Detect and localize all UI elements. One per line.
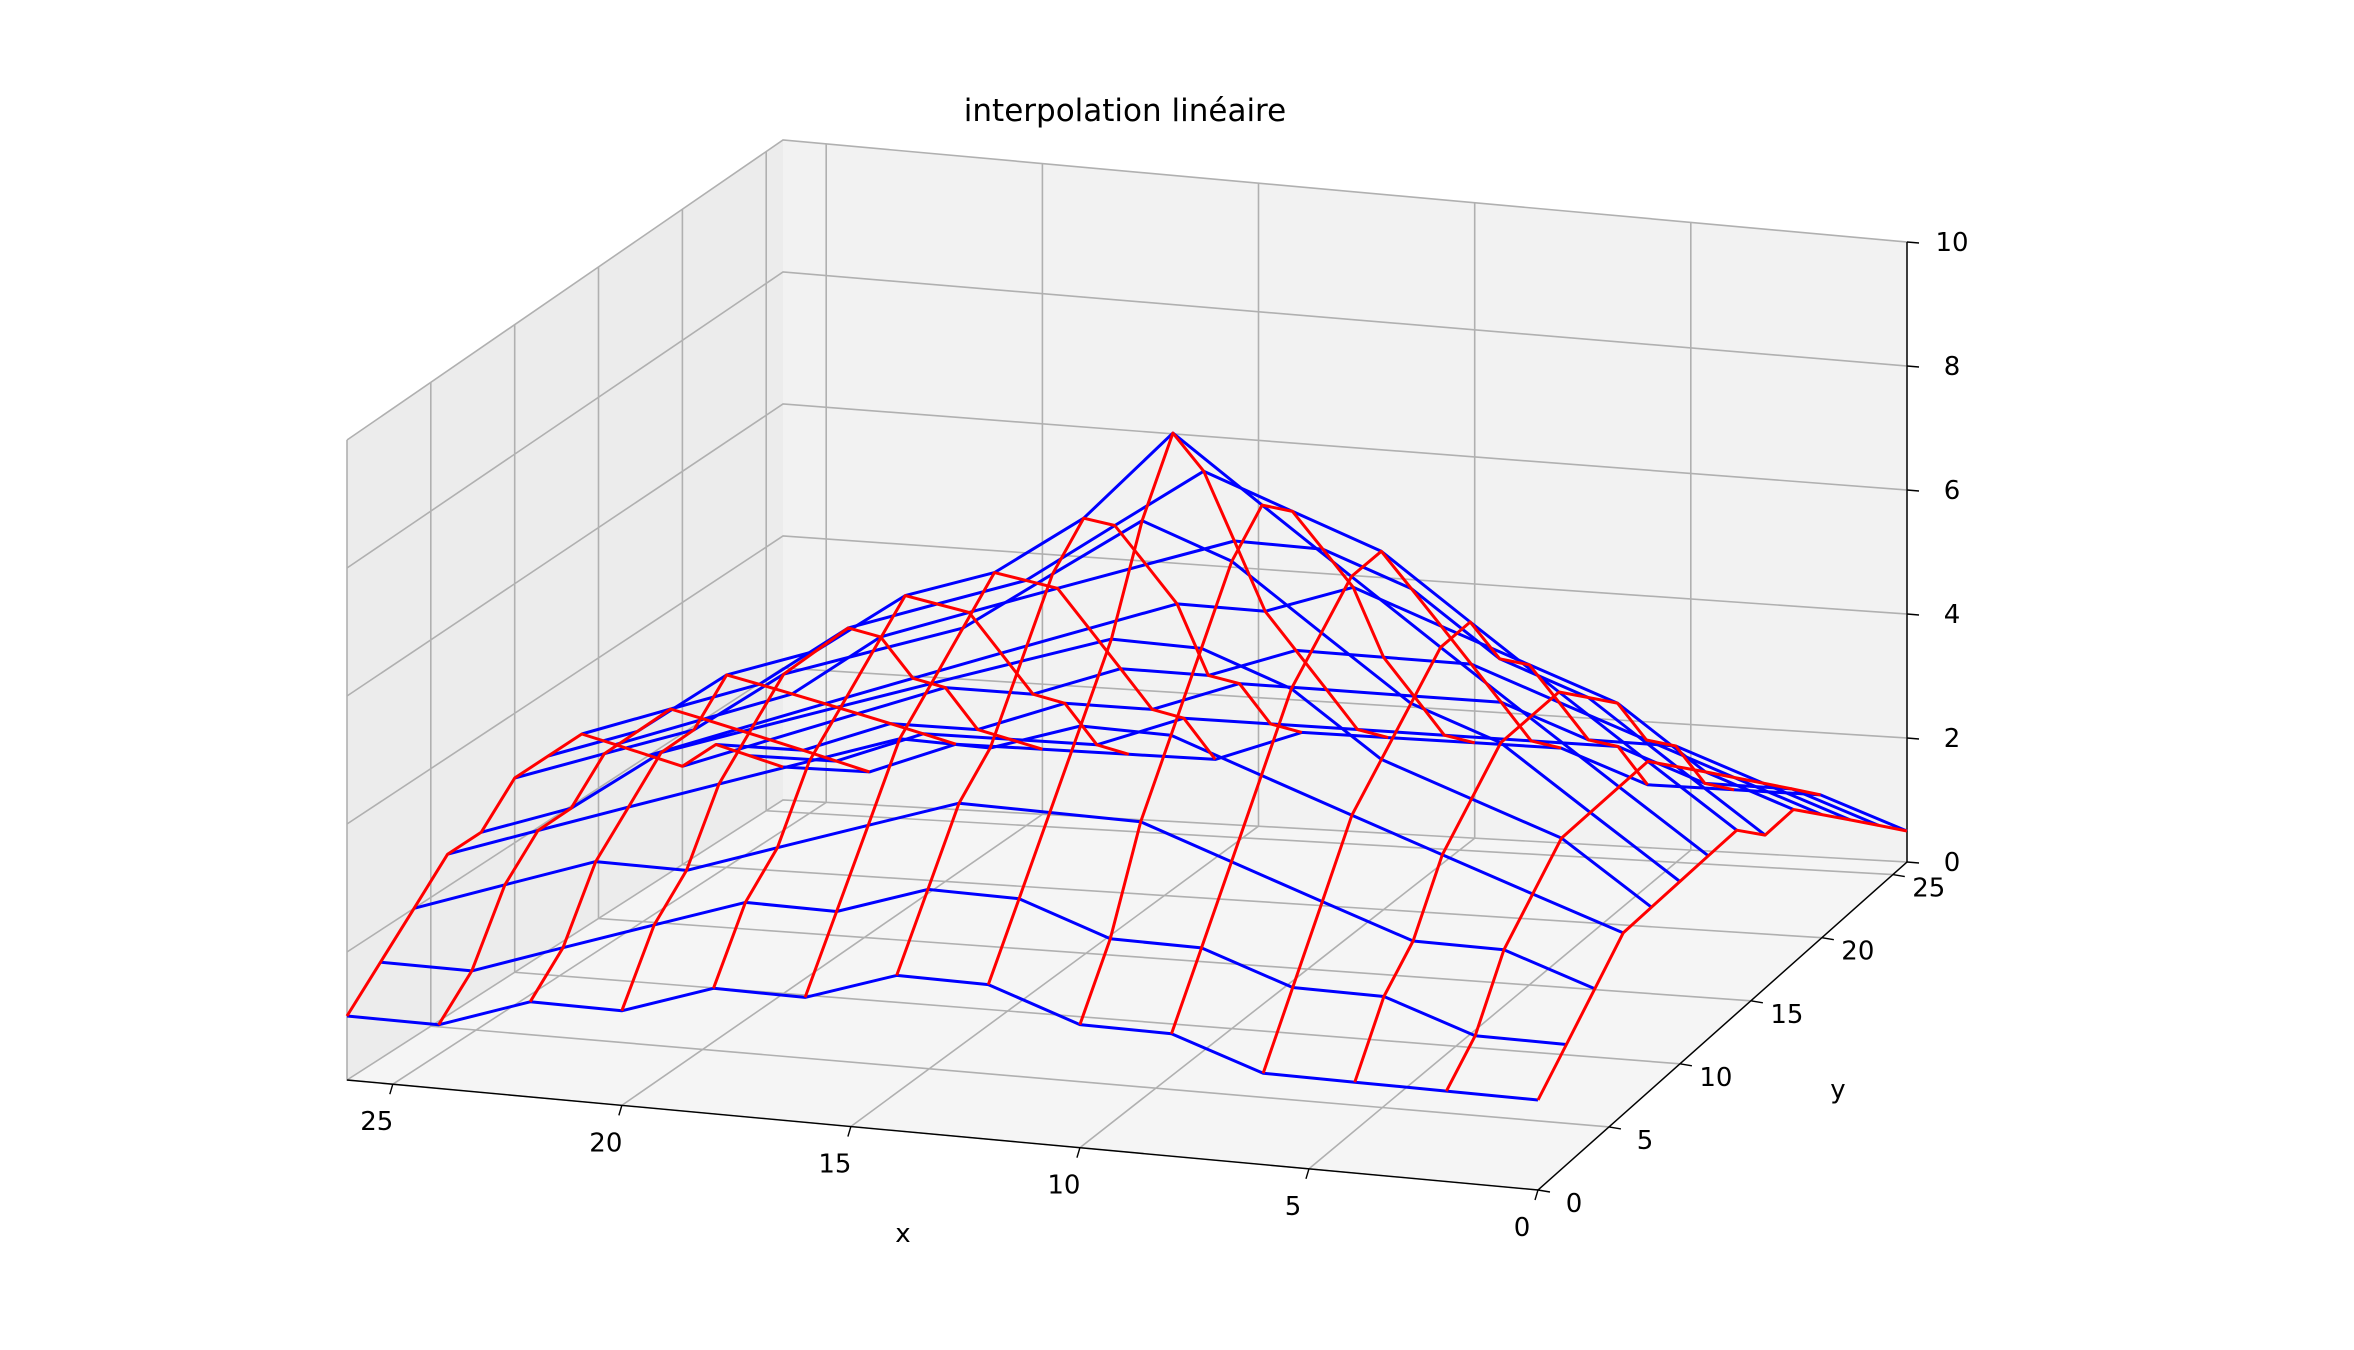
y-tick-label: 5 [1637, 1126, 1654, 1156]
z-tick-label: 10 [1935, 228, 1968, 258]
x-axis-label: x [895, 1219, 910, 1249]
floor-pane [347, 800, 1907, 1190]
wire-column-line [1261, 620, 1649, 1074]
wire-row-line [749, 716, 1880, 827]
z-gridline [346, 799, 1908, 1081]
y-tick [1608, 1126, 1622, 1130]
x-tick [618, 1105, 623, 1116]
axes-panes [347, 140, 1907, 1190]
side-pane [347, 140, 783, 1080]
back-pane [783, 140, 1907, 862]
wire-column-line [345, 732, 784, 1017]
y-tick-label: 15 [1770, 1000, 1803, 1030]
y-tick [1537, 1189, 1551, 1193]
x-tick-label: 20 [589, 1128, 622, 1158]
z-tick [1906, 241, 1920, 244]
y-tick-label: 20 [1841, 937, 1874, 967]
x-axis-line [346, 1079, 1539, 1191]
y-tick-label: 25 [1912, 874, 1945, 904]
x-tick-label: 0 [1514, 1213, 1531, 1243]
x-tick-label: 25 [360, 1107, 393, 1137]
x-tick-label: 5 [1285, 1192, 1302, 1222]
y-axis-label: y [1830, 1075, 1845, 1105]
wire-column-line [1353, 690, 1735, 1083]
wire-row-line [648, 585, 1795, 811]
z-tick [1906, 737, 1920, 740]
z-tick [1906, 489, 1920, 492]
wire-row-line [447, 724, 1624, 935]
y-tick [1821, 937, 1834, 941]
z-tick-label: 2 [1944, 724, 1961, 754]
surface-wireframe [345, 431, 1908, 1102]
x-tick-label: 15 [818, 1150, 851, 1180]
z-tick [1906, 365, 1920, 368]
wire-column-line [712, 594, 1130, 989]
wire-row-line [547, 431, 1710, 857]
wire-column-line [895, 516, 1303, 976]
z-tick-label: 0 [1944, 848, 1961, 878]
wire-column-line [620, 626, 1043, 1012]
z-gridline [346, 535, 1908, 825]
x-tick-label: 10 [1047, 1171, 1080, 1201]
wire-row-line [614, 539, 1767, 837]
wire-column-line [1536, 808, 1908, 1101]
wire-column-line [1078, 503, 1476, 1026]
axes-lines [346, 242, 1908, 1191]
x-tick [1076, 1147, 1081, 1158]
wire-column-line [1170, 549, 1562, 1035]
x-tick [1534, 1189, 1539, 1201]
wire-row-line [380, 887, 1567, 1046]
chart-title: interpolation linéaire [964, 93, 1286, 129]
y-axis-line [1537, 861, 1908, 1191]
x-tick [389, 1084, 394, 1095]
z-gridline [346, 271, 1908, 569]
wire-column-line [803, 571, 1217, 998]
x-tick [847, 1126, 852, 1137]
z-gridline [346, 403, 1908, 697]
wire-column-line [437, 707, 870, 1026]
y-tick [1679, 1063, 1693, 1067]
wire-column-line [1445, 759, 1821, 1092]
y-tick-label: 10 [1699, 1063, 1732, 1093]
y-tick [1892, 873, 1905, 878]
wire-row-line [346, 973, 1539, 1102]
wire-column-line [986, 431, 1389, 986]
y-tick-label: 0 [1566, 1189, 1583, 1219]
y-tick [1750, 1000, 1763, 1004]
wire-column-line [528, 673, 957, 1003]
wire-row-line [715, 682, 1851, 822]
wire-row-line [581, 469, 1738, 832]
x-tick [1305, 1168, 1310, 1180]
axes-gridlines [346, 139, 1908, 1191]
z-tick-label: 8 [1944, 352, 1961, 382]
z-tick [1906, 861, 1920, 864]
z-tick [1906, 613, 1920, 616]
z-tick-label: 4 [1944, 600, 1961, 630]
z-tick-label: 6 [1944, 476, 1961, 506]
z-gridline [346, 139, 1908, 441]
wire-row-line [681, 648, 1823, 816]
wire-row-line [782, 730, 1908, 833]
wire-row-line [413, 801, 1596, 991]
